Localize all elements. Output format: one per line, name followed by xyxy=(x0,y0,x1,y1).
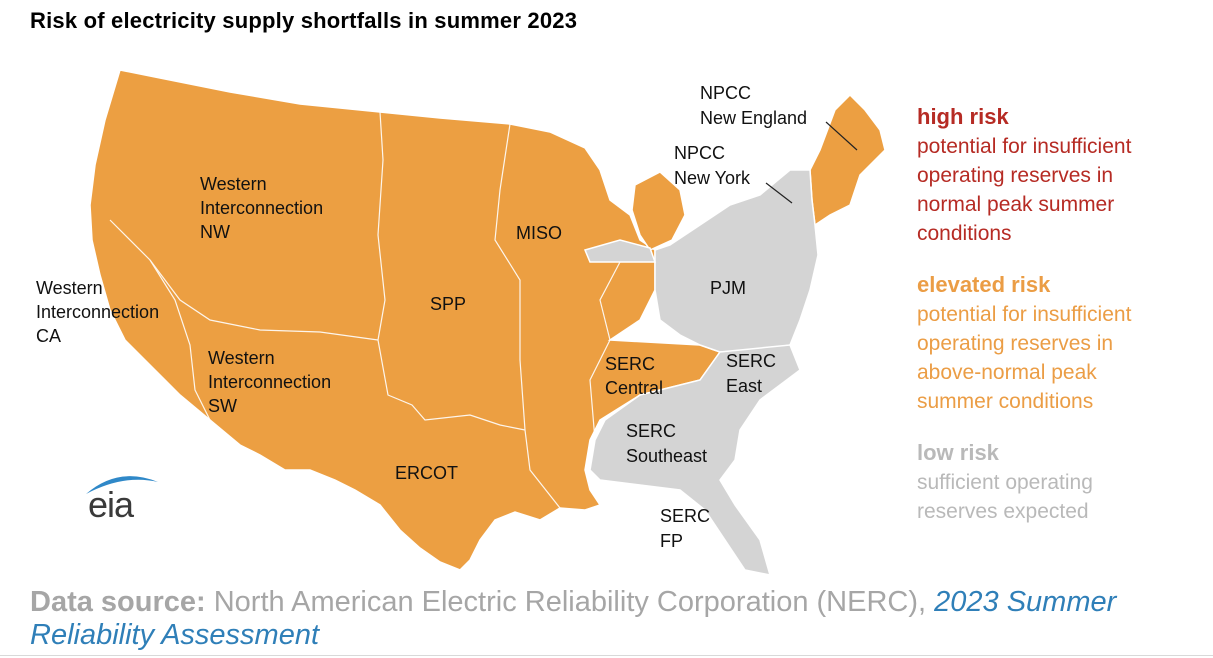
legend-high-desc: potential for insufficient operating res… xyxy=(917,135,1132,245)
npcc-ny-leader xyxy=(765,182,793,204)
eia-logo-text: eia xyxy=(88,484,134,525)
legend-elevated-label: elevated risk xyxy=(917,272,1051,297)
data-source-lead: Data source: xyxy=(30,586,206,618)
region-shape-west-central xyxy=(89,69,722,571)
data-source-publication-link[interactable]: 2023 Summer Reliability Assessment xyxy=(30,586,1117,651)
region-label-pjm: PJM xyxy=(710,278,746,298)
region-label-wi-nw: Western Interconnection NW xyxy=(200,174,328,242)
region-shape-michigan xyxy=(631,171,686,251)
map-title: Risk of electricity supply shortfalls in… xyxy=(30,8,578,33)
legend-elevated: elevated risk potential for insufficient… xyxy=(917,270,1207,416)
region-label-serc-fp: SERC FP xyxy=(660,506,715,551)
region-label-spp: SPP xyxy=(430,294,466,314)
region-shape-southeast xyxy=(589,344,801,576)
region-shape-new-england xyxy=(809,93,886,227)
region-label-ercot: ERCOT xyxy=(395,463,458,483)
region-label-wi-ca: Western Interconnection CA xyxy=(36,278,164,346)
region-shape-great-lakes xyxy=(583,239,657,263)
data-source-text: North American Electric Reliability Corp… xyxy=(205,586,935,618)
region-label-npcc-ny: NPCC New York xyxy=(674,143,751,188)
legend-high: high risk potential for insufficient ope… xyxy=(917,102,1207,248)
npcc-ne-leader xyxy=(825,121,858,151)
region-label-serc-se: SERC Southeast xyxy=(626,421,707,466)
region-label-serc-central: SERC Central xyxy=(605,354,663,398)
legend-low: low risk sufficient operating reserves e… xyxy=(917,438,1207,526)
region-shape-northeast xyxy=(654,169,819,353)
data-source-note: Data source: North American Electric Rel… xyxy=(30,586,1200,652)
us-risk-map: Western Interconnection NW Western Inter… xyxy=(36,69,886,576)
legend-high-label: high risk xyxy=(917,104,1009,129)
region-label-miso: MISO xyxy=(516,223,562,243)
legend-elevated-desc: potential for insufficient operating res… xyxy=(917,303,1132,413)
legend-low-label: low risk xyxy=(917,440,999,465)
eia-logo: eia xyxy=(84,470,164,530)
legend: high risk potential for insufficient ope… xyxy=(917,102,1207,548)
region-boundaries xyxy=(109,111,621,509)
bottom-divider xyxy=(0,655,1213,656)
eia-logo-swoosh-icon xyxy=(86,476,158,494)
region-label-wi-sw: Western Interconnection SW xyxy=(208,348,336,416)
legend-low-desc: sufficient operating reserves expected xyxy=(917,471,1093,523)
region-label-npcc-ne: NPCC New England xyxy=(700,83,807,128)
region-label-serc-east: SERC East xyxy=(726,351,781,396)
